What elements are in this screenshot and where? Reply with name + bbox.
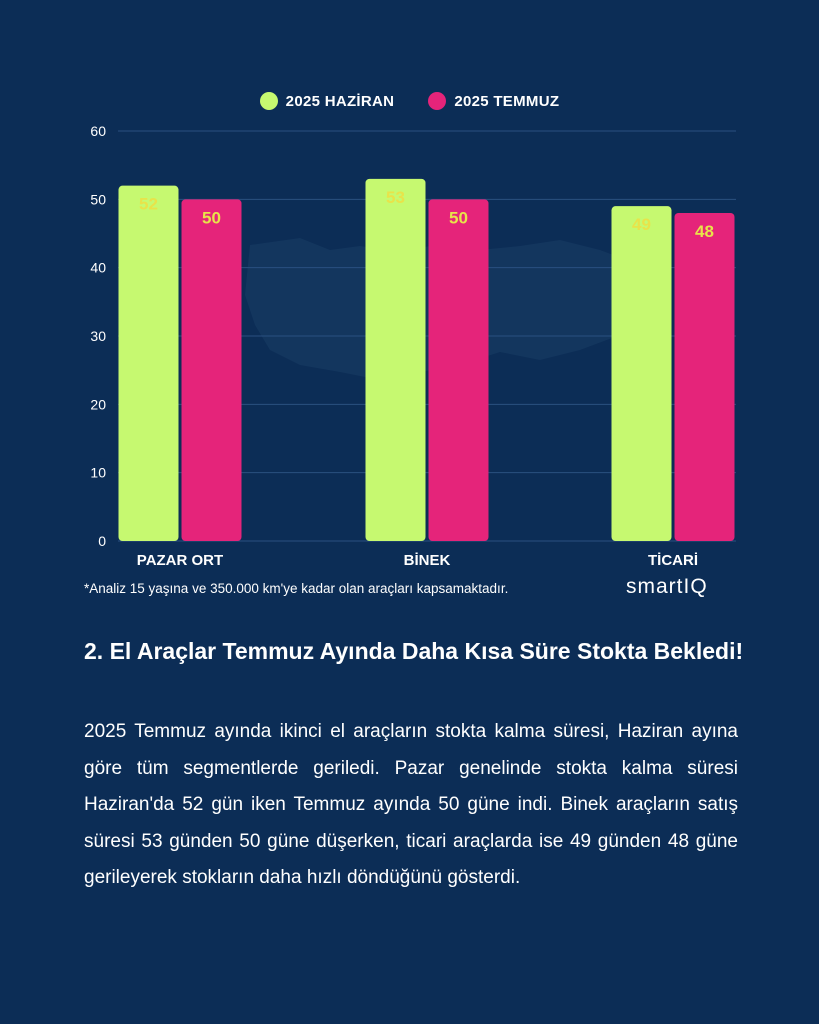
y-tick-label: 10 (90, 465, 106, 481)
y-tick-label: 50 (90, 191, 106, 207)
y-tick-label: 0 (98, 533, 106, 549)
legend-item-haziran: 2025 HAZİRAN (259, 92, 395, 110)
y-tick-label: 40 (90, 260, 106, 276)
legend-item-temmuz: 2025 TEMMUZ (428, 92, 559, 110)
bar-chart: 0 10 20 30 40 50 60 52 50 PAZAR ORT 53 50 BİNEK 49 48 T… (90, 123, 736, 569)
data-label: 53 (386, 188, 405, 207)
bar-0-0 (118, 185, 179, 541)
data-label: 50 (449, 208, 468, 227)
data-label: 52 (139, 195, 158, 214)
y-tick-label: 30 (90, 328, 106, 344)
bar-2-1 (674, 213, 735, 541)
section-body: 2025 Temmuz ayında ikinci el araçların s… (84, 721, 738, 888)
section-heading: 2. El Araçlar Temmuz Ayında Daha Kısa Sü… (84, 638, 744, 664)
legend-dot-temmuz (428, 92, 447, 110)
brand-logo: smartIQ (626, 575, 708, 598)
bar-1-1 (428, 199, 489, 542)
legend-label-haziran: 2025 HAZİRAN (285, 92, 395, 110)
y-tick-label: 60 (90, 123, 106, 139)
y-tick-label: 20 (90, 396, 106, 412)
chart-legend: 2025 HAZİRAN 2025 TEMMUZ (0, 92, 819, 110)
x-tick-label: PAZAR ORT (137, 552, 223, 569)
legend-label-temmuz: 2025 TEMMUZ (454, 92, 560, 110)
bar-2-0 (611, 206, 672, 541)
data-label: 48 (695, 222, 714, 241)
x-tick-label: BİNEK (404, 552, 451, 569)
data-label: 49 (632, 215, 651, 234)
x-tick-label: TİCARİ (648, 552, 698, 569)
legend-dot-haziran (259, 92, 278, 110)
bar-1-0 (365, 178, 426, 542)
data-label: 50 (202, 208, 221, 227)
bar-0-1 (181, 199, 242, 542)
chart-footnote: *Analiz 15 yaşına ve 350.000 km'ye kadar… (84, 581, 509, 596)
